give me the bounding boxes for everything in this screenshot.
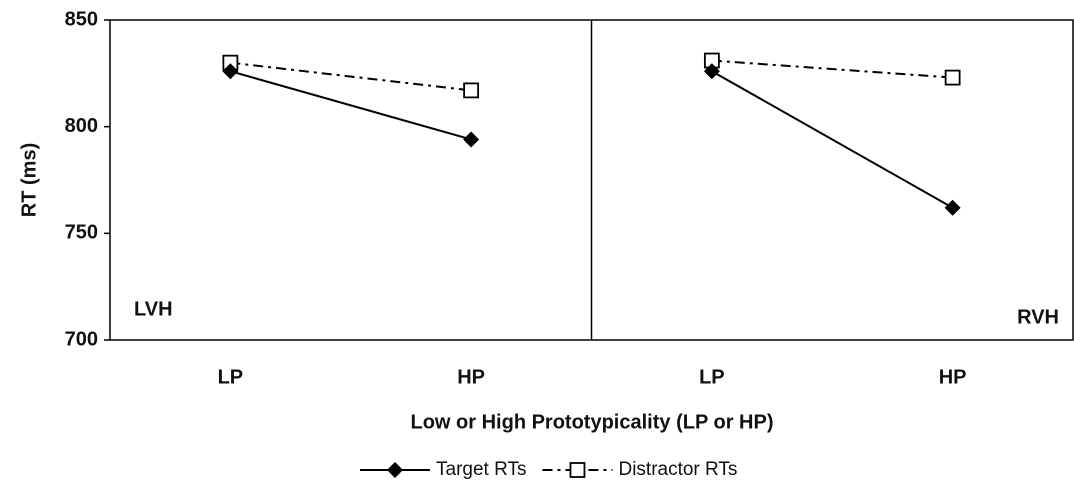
y-axis-label: RT (ms) <box>18 143 40 217</box>
x-tick-label: LP <box>699 366 725 388</box>
x-tick-label: HP <box>939 366 967 388</box>
data-point <box>703 63 720 80</box>
legend-marker <box>569 462 586 478</box>
series-line <box>230 70 472 141</box>
y-tick-label: 850 <box>65 8 98 30</box>
y-tick-label: 750 <box>65 222 98 244</box>
data-point <box>463 82 480 99</box>
panel-label: LVH <box>134 298 173 320</box>
data-point <box>944 199 961 216</box>
y-tick-label: 700 <box>65 328 98 350</box>
data-point <box>463 131 480 148</box>
series-line <box>711 70 954 209</box>
y-tick-label: 800 <box>65 115 98 137</box>
legend-label: Target RTs <box>436 459 526 480</box>
x-tick-label: LP <box>218 366 244 388</box>
legend-label: Distractor RTs <box>618 459 737 480</box>
series-line <box>711 59 953 79</box>
series-line <box>230 61 472 92</box>
data-point <box>944 69 961 86</box>
x-axis-label: Low or High Prototypicality (LP or HP) <box>411 411 774 433</box>
panel-label: RVH <box>1017 306 1059 328</box>
x-tick-label: HP <box>457 366 485 388</box>
data-point <box>222 63 239 80</box>
legend-marker <box>387 462 403 478</box>
